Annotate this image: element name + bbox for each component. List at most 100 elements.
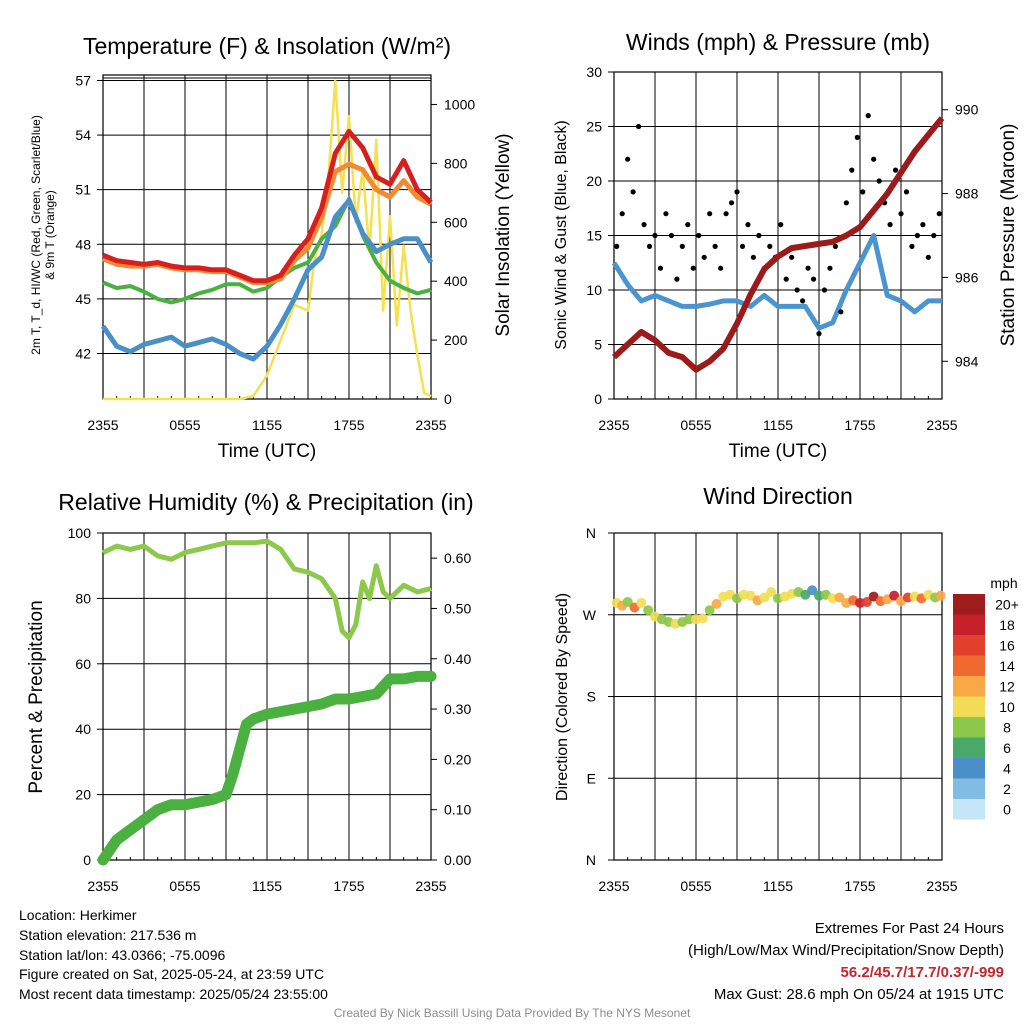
colorbar-label: 8 (1003, 719, 1011, 735)
gust-point (816, 331, 822, 337)
winds-ylabel-left: Sonic Wind & Gust (Blue, Black) (553, 120, 570, 349)
y-tick-label: 0 (594, 391, 602, 407)
gust-point (712, 243, 718, 249)
temperature-ylabel-line1: 2m T, T_d, HI/WC (Red, Green, Scarlet/Bl… (29, 115, 43, 355)
gust-point (641, 222, 647, 228)
y-tick-label: E (587, 770, 596, 786)
temperature-title: Temperature (F) & Insolation (W/m²) (83, 33, 451, 59)
y-tick-label: 57 (75, 72, 91, 88)
y-tick-label: N (586, 525, 596, 541)
station-elevation: Station elevation: 217.536 m (19, 926, 197, 943)
direction-point (759, 592, 770, 603)
x-tick-label: 2355 (415, 878, 446, 894)
gust-point (723, 211, 729, 217)
gust-point (707, 211, 713, 217)
gust-point (778, 222, 784, 228)
y-tick-label: 20 (75, 787, 91, 803)
y-tick-label: 25 (586, 119, 602, 135)
direction-point (622, 597, 633, 608)
pressure-series-line (611, 116, 945, 373)
recent-timestamp: Most recent data timestamp: 2025/05/24 2… (19, 986, 328, 1003)
gust-point (920, 222, 926, 228)
gust-point (756, 232, 762, 239)
y-tick-label: 54 (75, 127, 91, 143)
y2-tick-label: 800 (444, 155, 468, 171)
direction-point (889, 590, 900, 601)
y2-tick-label: 984 (955, 353, 979, 369)
x-tick-label: 2355 (87, 878, 118, 894)
direction-point (684, 614, 695, 625)
x-tick-label: 0555 (680, 417, 711, 433)
gust-point (696, 232, 702, 239)
figure-created: Figure created on Sat, 2025-05-24, at 23… (19, 966, 325, 983)
extremes-title: Extremes For Past 24 Hours (814, 920, 1004, 937)
gust-point (832, 243, 839, 249)
x-tick-label: 2355 (926, 878, 957, 894)
gust-point (860, 189, 866, 195)
colorbar-swatch (953, 635, 985, 656)
colorbar-swatch (953, 696, 985, 717)
gust-point (865, 113, 871, 119)
x-tick-label: 1755 (333, 417, 364, 433)
colorbar-label: 20+ (995, 596, 1019, 612)
y2-tick-label: 200 (444, 332, 468, 348)
station-info: Location: Herkimer Station elevation: 21… (19, 906, 328, 1005)
gust-point (745, 222, 751, 228)
direction-point (711, 598, 722, 609)
y2-tick-label: 400 (444, 273, 468, 289)
colorbar-label: 16 (999, 637, 1015, 653)
gust-point (925, 254, 931, 260)
x-tick-label: 2355 (87, 417, 118, 433)
heat_index-series-line (100, 198, 434, 362)
y2-tick-label: 0.00 (444, 852, 471, 868)
gust-point (679, 243, 685, 249)
y2-tick-label: 990 (955, 102, 979, 118)
gust-point (625, 156, 631, 162)
temperature-xlabel: Time (UTC) (218, 441, 317, 462)
gust-point (903, 189, 910, 195)
y-tick-label: 20 (586, 173, 602, 189)
gust-point (810, 276, 817, 282)
gust-point (876, 178, 882, 184)
colorbar-label: 4 (1003, 760, 1011, 776)
colorbar-swatch (953, 614, 985, 635)
winds-panel: Winds (mph) & Pressure (mb) Sonic Wind &… (553, 29, 1019, 462)
winds-xlabel: Time (UTC) (729, 441, 828, 462)
direction-panel: Wind Direction Direction (Colored By Spe… (554, 483, 1019, 894)
gust-point (936, 211, 942, 217)
x-tick-label: 2355 (415, 417, 446, 433)
colorbar-swatch (953, 737, 985, 758)
gust-point (931, 232, 937, 239)
colorbar-swatch (953, 778, 985, 799)
gust-point (614, 243, 620, 249)
credit-line: Created By Nick Bassill Using Data Provi… (333, 1006, 691, 1020)
gust-point (794, 287, 800, 293)
y2-tick-label: 600 (444, 214, 468, 230)
colorbar-label: 12 (999, 678, 1015, 694)
colorbar-swatch (953, 594, 985, 615)
extremes-subtitle: (High/Low/Max Wind/Precipitation/Snow De… (688, 942, 1004, 959)
gust-point (750, 254, 757, 260)
humidity-plot-area: 2355 0555 1155 1755 2355 0 20 40 60 80 100 0.00 0.10… (68, 525, 472, 894)
gust-point (821, 287, 828, 293)
gust-point (652, 232, 658, 239)
gust-point (619, 211, 625, 217)
y-tick-label: 100 (68, 525, 92, 541)
direction-point (643, 605, 654, 616)
y-tick-label: 48 (75, 236, 91, 252)
colorbar-label: 0 (1003, 801, 1011, 817)
y-tick-label: 0 (83, 852, 91, 868)
y-tick-label: 10 (586, 282, 602, 298)
gust-point (668, 232, 675, 239)
y2-tick-label: 0.50 (444, 600, 471, 616)
gust-point (892, 167, 899, 173)
precip-series-line (97, 670, 437, 866)
x-tick-label: 0555 (680, 878, 711, 894)
x-tick-label: 1755 (844, 417, 875, 433)
humidity-title: Relative Humidity (%) & Precipitation (i… (58, 489, 473, 515)
x-tick-label: 1155 (252, 417, 282, 433)
direction-point (834, 592, 845, 603)
gust-point (871, 156, 877, 162)
winds-title: Winds (mph) & Pressure (mb) (626, 29, 930, 55)
